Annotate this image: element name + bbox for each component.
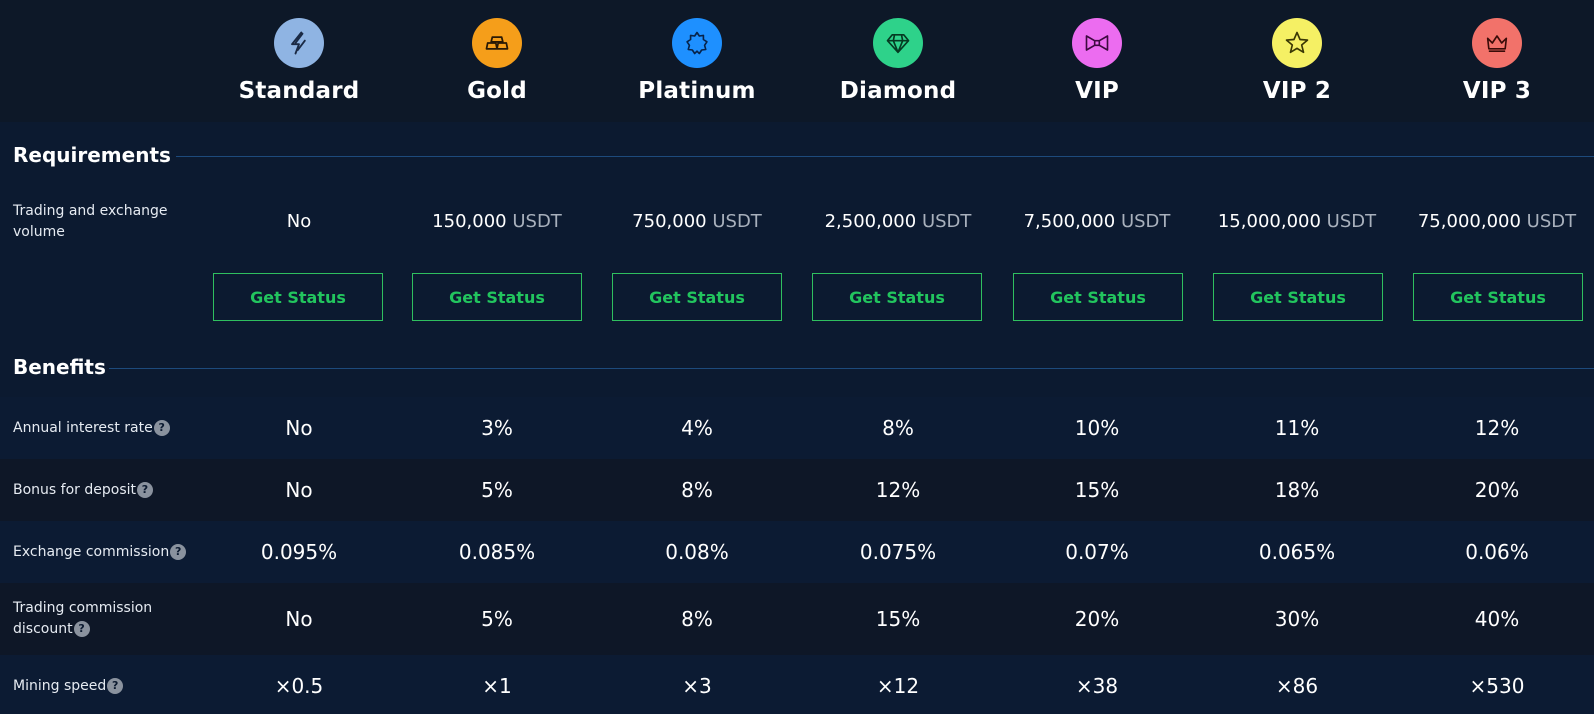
benefits-title: Benefits (13, 355, 106, 379)
volume-label: Trading and exchange volume (13, 203, 168, 240)
tier-name: Platinum (638, 78, 756, 104)
benefit-value: 8% (681, 478, 713, 502)
volume-value: 150,000 USDT (432, 211, 562, 232)
benefit-value: ×38 (1075, 674, 1119, 698)
star-badge-icon (672, 18, 722, 68)
section-divider (109, 368, 1594, 369)
get-status-button-vip[interactable]: Get Status (1013, 273, 1183, 321)
get-status-button-gold[interactable]: Get Status (412, 273, 582, 321)
benefit-value: 20% (1474, 478, 1520, 502)
star-icon (1272, 18, 1322, 68)
table-row (0, 397, 1594, 459)
table-row (0, 583, 1594, 655)
benefit-value: 5% (481, 478, 513, 502)
help-icon[interactable]: ? (137, 482, 153, 498)
help-icon[interactable]: ? (153, 420, 170, 436)
benefit-value: ×12 (876, 674, 920, 698)
tier-name: VIP 3 (1462, 78, 1532, 104)
gold-bars-icon (472, 18, 522, 68)
mining-speed-label: Mining speed? (13, 676, 124, 697)
benefit-value: ×3 (682, 674, 712, 698)
table-row (0, 521, 1594, 583)
benefit-value: 20% (1074, 607, 1120, 631)
benefit-value: 18% (1274, 478, 1320, 502)
benefit-value: 0.085% (458, 540, 536, 564)
benefit-value: 0.07% (1065, 540, 1129, 564)
tier-name: Diamond (839, 78, 957, 104)
benefit-value: 0.06% (1465, 540, 1529, 564)
benefit-value: No (285, 478, 313, 502)
benefit-value: ×530 (1469, 674, 1525, 698)
help-icon[interactable]: ? (170, 544, 187, 560)
tier-name: VIP (1075, 78, 1119, 104)
benefit-value: 15% (875, 607, 921, 631)
benefit-value: ×86 (1275, 674, 1319, 698)
annual-interest-rate-label: Annual interest rate? (13, 418, 170, 439)
benefit-value: ×1 (482, 674, 512, 698)
volume-value: 750,000 USDT (632, 211, 762, 232)
benefit-value: 0.065% (1258, 540, 1336, 564)
table-row (0, 655, 1594, 714)
volume-value: 7,500,000 USDT (1023, 211, 1171, 232)
benefit-value: 30% (1274, 607, 1320, 631)
volume-value: No (286, 211, 312, 232)
volume-value: 15,000,000 USDT (1217, 211, 1377, 232)
tier-standard: Standard (199, 18, 399, 104)
benefit-value: 15% (1074, 478, 1120, 502)
get-status-button-diamond[interactable]: Get Status (812, 273, 982, 321)
benefit-value: No (285, 416, 313, 440)
crown-icon (1472, 18, 1522, 68)
get-status-button-standard[interactable]: Get Status (213, 273, 383, 321)
table-row (0, 459, 1594, 521)
get-status-button-vip-2[interactable]: Get Status (1213, 273, 1383, 321)
benefit-value: 0.095% (260, 540, 338, 564)
bolt-icon (274, 18, 324, 68)
benefit-value: 11% (1274, 416, 1320, 440)
benefit-value: 0.075% (859, 540, 937, 564)
benefit-value: ×0.5 (274, 674, 324, 698)
benefit-value: 5% (481, 607, 513, 631)
benefit-value: 12% (1474, 416, 1520, 440)
benefit-value: 3% (481, 416, 513, 440)
volume-value: 75,000,000 USDT (1417, 211, 1577, 232)
benefit-value: 0.08% (665, 540, 729, 564)
tier-vip-2: VIP 2 (1197, 18, 1397, 104)
benefit-value: 4% (681, 416, 713, 440)
tier-diamond: Diamond (798, 18, 998, 104)
help-icon[interactable]: ? (107, 678, 124, 694)
tier-name: Standard (238, 78, 360, 104)
tier-vip: VIP (997, 18, 1197, 104)
tier-vip-3: VIP 3 (1397, 18, 1594, 104)
tier-platinum: Platinum (597, 18, 797, 104)
benefit-value: 8% (681, 607, 713, 631)
trading-commission-discount-label: Trading commission discount? (13, 600, 153, 637)
benefit-value: 8% (882, 416, 914, 440)
volume-value: 2,500,000 USDT (824, 211, 972, 232)
get-status-button-platinum[interactable]: Get Status (612, 273, 782, 321)
requirements-title: Requirements (13, 143, 171, 167)
tier-name: VIP 2 (1262, 78, 1332, 104)
exchange-commission-label: Exchange commission? (13, 542, 187, 563)
diamond-icon (873, 18, 923, 68)
bonus-for-deposit-label: Bonus for deposit? (13, 480, 153, 501)
benefit-value: No (285, 607, 313, 631)
bow-tie-icon (1072, 18, 1122, 68)
tier-name: Gold (467, 78, 527, 104)
help-icon[interactable]: ? (73, 621, 90, 637)
benefit-value: 10% (1074, 416, 1120, 440)
section-divider (176, 156, 1594, 157)
get-status-button-vip-3[interactable]: Get Status (1413, 273, 1583, 321)
benefit-value: 40% (1474, 607, 1520, 631)
benefit-value: 12% (875, 478, 921, 502)
tier-header (0, 0, 1594, 122)
tier-gold: Gold (397, 18, 597, 104)
